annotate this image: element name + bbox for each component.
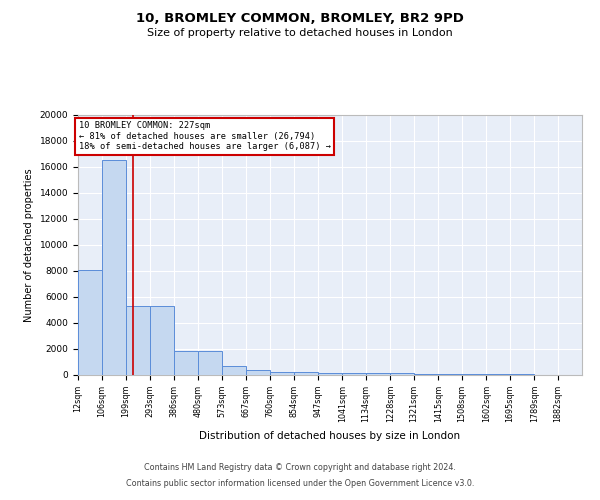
Text: Contains HM Land Registry data © Crown copyright and database right 2024.: Contains HM Land Registry data © Crown c…	[144, 464, 456, 472]
Bar	[414, 374, 438, 375]
Bar	[439, 374, 462, 375]
Bar	[366, 373, 390, 375]
Bar	[150, 306, 174, 375]
Bar	[246, 370, 270, 375]
Bar	[198, 351, 222, 375]
Bar	[462, 374, 486, 375]
Bar	[78, 270, 102, 375]
Y-axis label: Number of detached properties: Number of detached properties	[24, 168, 34, 322]
Text: Contains public sector information licensed under the Open Government Licence v3: Contains public sector information licen…	[126, 478, 474, 488]
Bar	[222, 366, 246, 375]
Text: 10 BROMLEY COMMON: 227sqm
← 81% of detached houses are smaller (26,794)
18% of s: 10 BROMLEY COMMON: 227sqm ← 81% of detac…	[79, 122, 331, 152]
Text: 10, BROMLEY COMMON, BROMLEY, BR2 9PD: 10, BROMLEY COMMON, BROMLEY, BR2 9PD	[136, 12, 464, 26]
Text: Size of property relative to detached houses in London: Size of property relative to detached ho…	[147, 28, 453, 38]
Bar	[391, 374, 414, 375]
Bar	[126, 306, 150, 375]
Bar	[295, 372, 318, 375]
Bar	[487, 374, 510, 375]
Bar	[510, 374, 534, 375]
Bar	[270, 372, 294, 375]
Bar	[318, 372, 342, 375]
Bar	[174, 351, 198, 375]
Bar	[343, 372, 366, 375]
Bar	[102, 160, 126, 375]
X-axis label: Distribution of detached houses by size in London: Distribution of detached houses by size …	[199, 430, 461, 440]
